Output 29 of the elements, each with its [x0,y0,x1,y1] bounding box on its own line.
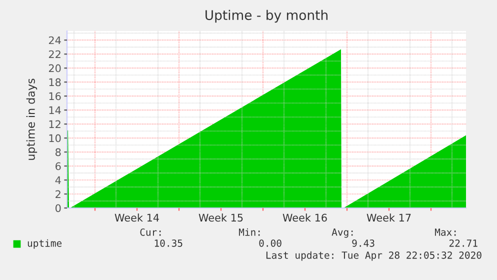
y-tick-label: 2 [56,190,60,198]
y-tick-label: 16 [49,92,61,100]
x-tick-label: Week 14 [114,214,159,222]
text: 10.35 [154,239,182,247]
y-tick-label: 20 [48,64,61,72]
y-tick-label: 8 [56,148,61,156]
legend-label: uptime [28,239,62,249]
text: Max: [434,228,456,236]
x-tick-label: Week 17 [366,214,411,222]
text: 9.43 [352,239,374,247]
text: 22.71 [449,239,478,247]
text: Avg: [332,228,353,238]
y-tick-label: 6 [56,162,61,170]
y-tick-label: 18 [49,78,61,86]
y-tick-label: 12 [49,120,60,128]
y-tick-label: 10 [49,134,61,142]
y-axis-title: uptime in days [26,78,38,160]
y-tick-label: 0 [56,204,61,212]
text: 0.00 [259,239,282,247]
y-tick-label: 24 [48,36,61,44]
x-tick-label: Week 16 [282,214,327,222]
x-tick-label: Week 15 [198,214,243,222]
text: Cur: [140,228,161,236]
text: Min: [238,228,260,236]
chart-title: Uptime - by month [206,10,328,23]
y-tick-label: 4 [55,176,61,184]
text: Last update: Tue Apr 28 22:05:32 2020 [266,251,482,261]
y-tick-label: 22 [48,50,60,58]
y-tick-label: 14 [49,106,61,114]
